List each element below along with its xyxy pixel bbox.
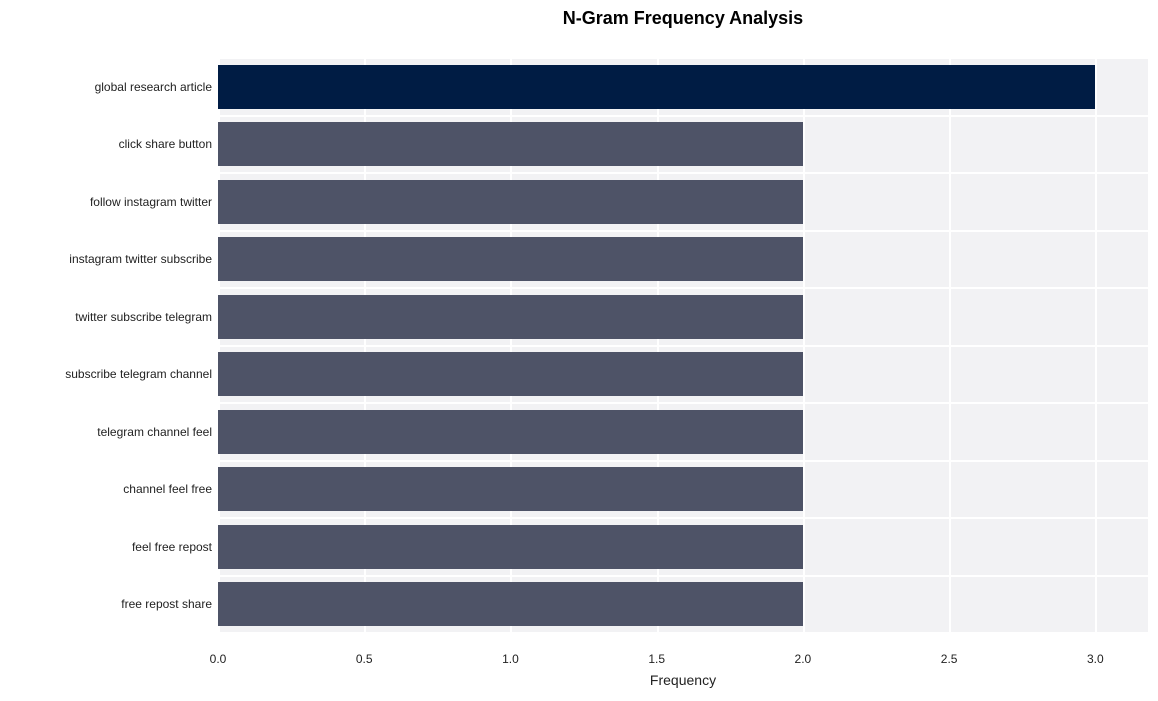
- y-tick-label: free repost share: [121, 597, 212, 611]
- bar: [218, 295, 803, 339]
- x-tick-label: 0.5: [356, 652, 373, 666]
- bar: [218, 525, 803, 569]
- bar: [218, 65, 1095, 109]
- grid-line: [949, 38, 951, 646]
- x-tick-label: 1.5: [648, 652, 665, 666]
- grid-line: [803, 38, 805, 646]
- y-tick-label: channel feel free: [123, 482, 212, 496]
- y-tick-label: twitter subscribe telegram: [75, 310, 212, 324]
- x-tick-label: 1.0: [502, 652, 519, 666]
- bar: [218, 582, 803, 626]
- bar: [218, 180, 803, 224]
- ngram-chart: N-Gram Frequency Analysis Frequency glob…: [0, 0, 1158, 701]
- grid-line: [1095, 38, 1097, 646]
- y-tick-label: instagram twitter subscribe: [69, 252, 212, 266]
- y-tick-label: telegram channel feel: [97, 425, 212, 439]
- y-tick-label: global research article: [95, 80, 212, 94]
- x-tick-label: 2.5: [941, 652, 958, 666]
- bar: [218, 410, 803, 454]
- x-tick-label: 2.0: [795, 652, 812, 666]
- y-tick-label: follow instagram twitter: [90, 195, 212, 209]
- y-tick-label: subscribe telegram channel: [65, 367, 212, 381]
- y-tick-label: feel free repost: [132, 540, 212, 554]
- plot-area: [218, 38, 1148, 646]
- bar: [218, 237, 803, 281]
- chart-title: N-Gram Frequency Analysis: [218, 8, 1148, 29]
- x-tick-label: 3.0: [1087, 652, 1104, 666]
- bar: [218, 122, 803, 166]
- y-tick-label: click share button: [119, 137, 212, 151]
- x-axis-label: Frequency: [218, 672, 1148, 688]
- x-tick-label: 0.0: [210, 652, 227, 666]
- bar: [218, 352, 803, 396]
- bar: [218, 467, 803, 511]
